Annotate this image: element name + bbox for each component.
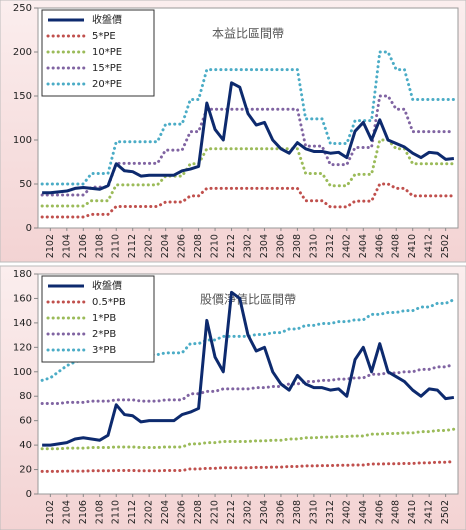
x-tick-label: 2110 [111, 234, 122, 258]
x-tick-label: 2410 [407, 234, 418, 258]
y-tick-label: 60 [19, 416, 32, 427]
x-tick-label: 2310 [308, 500, 319, 524]
x-tick-label: 2408 [391, 500, 402, 524]
x-tick-label: 2410 [407, 500, 418, 524]
legend [41, 9, 155, 97]
y-tick-label: 50 [19, 179, 32, 190]
legend-label: 2*PB [92, 329, 116, 340]
x-tick-label: 2212 [226, 500, 237, 524]
x-tick-label: 2204 [160, 500, 171, 524]
x-tick-label: 2106 [78, 234, 89, 258]
legend-label: 1*PB [92, 313, 116, 324]
x-tick-label: 2304 [259, 500, 270, 524]
y-tick-label: 100 [13, 135, 32, 146]
x-tick-label: 2202 [144, 500, 155, 524]
x-tick-label: 2204 [160, 234, 171, 258]
x-tick-label: 2306 [275, 500, 286, 524]
x-tick-label: 2104 [61, 234, 72, 258]
x-tick-label: 2310 [308, 234, 319, 258]
x-tick-label: 2502 [440, 500, 451, 524]
x-tick-label: 2406 [374, 500, 385, 524]
x-tick-label: 2208 [193, 500, 204, 524]
legend-label: 20*PE [92, 79, 122, 90]
x-tick-label: 2312 [325, 234, 336, 258]
x-tick-label: 2412 [424, 234, 435, 258]
x-tick-label: 2206 [177, 500, 188, 524]
y-tick-label: 0 [26, 223, 32, 234]
x-tick-label: 2210 [210, 234, 221, 258]
y-tick-label: 100 [13, 367, 32, 378]
x-tick-label: 2102 [45, 500, 56, 524]
x-tick-label: 2106 [78, 500, 89, 524]
x-tick-label: 2202 [144, 234, 155, 258]
y-tick-label: 140 [13, 318, 32, 329]
y-tick-label: 40 [19, 440, 32, 451]
x-tick-label: 2406 [374, 234, 385, 258]
series-line [40, 50, 456, 186]
y-tick-label: 200 [13, 47, 32, 58]
x-tick-label: 2404 [358, 500, 369, 524]
x-tick-label: 2206 [177, 234, 188, 258]
x-tick-label: 2108 [94, 500, 105, 524]
series-line [42, 290, 455, 447]
y-tick-label: 0 [26, 489, 32, 500]
legend-label: 收盤價 [92, 279, 122, 292]
x-tick-label: 2110 [111, 500, 122, 524]
y-tick-label: 20 [19, 465, 32, 476]
x-tick-label: 2302 [243, 500, 254, 524]
legend-label: 收盤價 [92, 13, 122, 26]
x-tick-label: 2412 [424, 500, 435, 524]
x-tick-label: 2308 [292, 234, 303, 258]
y-tick-label: 150 [13, 91, 32, 102]
x-tick-label: 2112 [127, 500, 138, 524]
x-tick-label: 2502 [440, 234, 451, 258]
y-tick-label: 250 [13, 3, 32, 14]
x-tick-label: 2104 [61, 500, 72, 524]
series-line [40, 362, 456, 406]
x-tick-label: 2112 [127, 234, 138, 258]
x-tick-label: 2210 [210, 500, 221, 524]
x-tick-label: 2306 [275, 234, 286, 258]
chart-title: 股價淨值比區間帶 [200, 292, 296, 307]
chart-title: 本益比區間帶 [212, 27, 284, 41]
x-tick-label: 2304 [259, 234, 270, 258]
x-tick-label: 2208 [193, 234, 204, 258]
x-tick-label: 2312 [325, 500, 336, 524]
x-tick-label: 2408 [391, 234, 402, 258]
series-line [40, 182, 456, 219]
legend-label: 3*PB [92, 345, 116, 356]
x-tick-label: 2402 [341, 500, 352, 524]
x-tick-label: 2308 [292, 500, 303, 524]
x-tick-label: 2404 [358, 234, 369, 258]
y-tick-label: 80 [19, 391, 32, 402]
x-tick-label: 2212 [226, 234, 237, 258]
legend-label: 15*PE [92, 63, 122, 74]
y-tick-label: 120 [13, 342, 32, 353]
legend-label: 5*PE [92, 31, 116, 42]
x-tick-label: 2402 [341, 234, 352, 258]
legend [41, 275, 155, 363]
x-tick-label: 2108 [94, 234, 105, 258]
legend-label: 10*PE [92, 47, 122, 58]
series-line [42, 81, 455, 195]
y-tick-label: 180 [13, 269, 32, 280]
legend-label: 0.5*PB [92, 297, 126, 308]
x-tick-label: 2102 [45, 234, 56, 258]
y-tick-label: 160 [13, 293, 32, 304]
x-tick-label: 2302 [243, 234, 254, 258]
